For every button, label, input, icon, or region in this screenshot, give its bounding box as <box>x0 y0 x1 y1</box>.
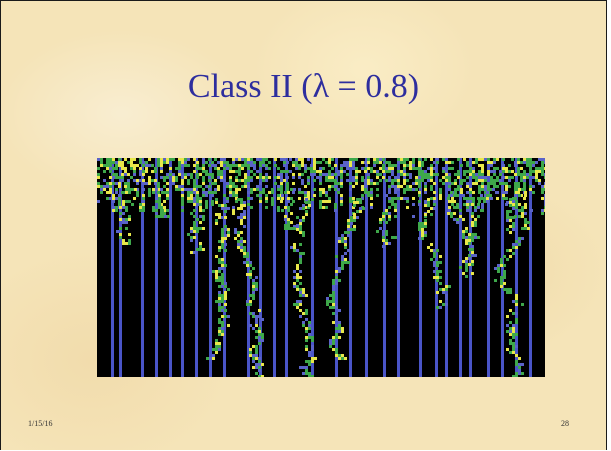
ca-image <box>97 158 545 377</box>
cellular-automaton-figure <box>97 158 545 377</box>
page-number: 28 <box>561 419 569 428</box>
footer-date: 1/15/16 <box>28 419 53 428</box>
slide-title: Class II (λ = 0.8) <box>187 68 420 105</box>
